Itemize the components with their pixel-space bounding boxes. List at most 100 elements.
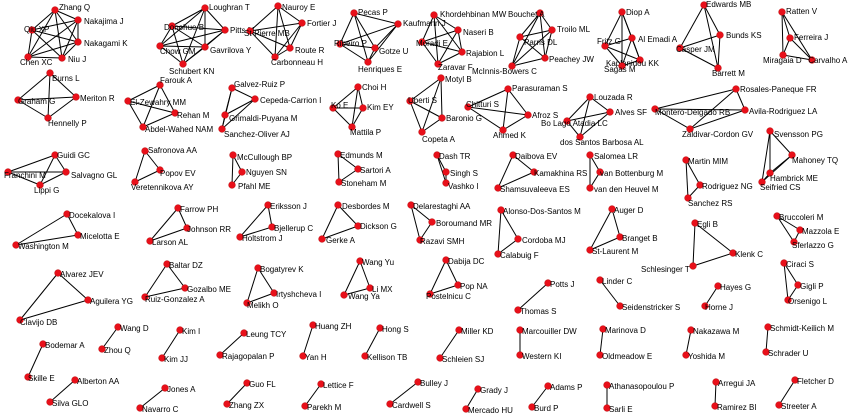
node-huangzh: Huang ZH (309, 321, 352, 331)
node-carvalhoa: Carvalho A (808, 56, 848, 65)
node-hambrickme: Hambrick ME (766, 169, 818, 183)
node-parekhm: Parekh M (301, 402, 342, 412)
node-marker (442, 168, 450, 176)
node-label: Sartori A (360, 166, 391, 175)
node-label: Cepeda-Carrion I (260, 96, 321, 105)
edge-ciracis-orsenigol (783, 262, 789, 301)
node-clavijodb: Clavijo DB (16, 316, 57, 327)
edge-diopa-frizg (604, 11, 623, 47)
node-label: Barrett M (712, 69, 745, 78)
node-marker (354, 222, 362, 230)
node-marker (246, 27, 254, 35)
node-kimjj: Kim JJ (158, 354, 188, 364)
node-label: Pop NA (460, 282, 488, 291)
node-label: Rehan M (177, 111, 210, 120)
edge-rosalespanequefr-zaldivarcordongv (689, 88, 737, 130)
node-pottsj: Potts J (544, 279, 574, 289)
node-marker (418, 38, 426, 46)
node-bruccolerim: Bruccoleri M (773, 212, 824, 222)
edge-edmundsm-sartoria (337, 153, 359, 170)
edge-pecasp-kaufmannj (353, 12, 399, 25)
node-pittsm: Pitts M (221, 26, 255, 35)
edge-svenssonpg-mahoneytq (769, 130, 793, 156)
node-label: Vashko I (448, 182, 479, 191)
edge-aguilerayg-clavijodb (19, 299, 89, 321)
node-miragaiad: Miragaia D (763, 51, 802, 65)
node-albertonaa: Alberton AA (71, 376, 120, 386)
edge-gavrilovay-schubertkn (182, 46, 206, 65)
node-marker (183, 224, 191, 232)
node-marker (618, 8, 626, 16)
node-yanh: Yan H (299, 352, 327, 362)
node-marker (758, 178, 766, 186)
node-marker (156, 81, 164, 89)
node-seifriedcs: Seifried CS (758, 178, 800, 192)
node-marker (201, 43, 209, 51)
node-parrisdl: Parris DL (516, 33, 558, 47)
node-ramirezbi: Ramirez BI (711, 402, 757, 412)
node-label: Jones A (167, 385, 196, 394)
node-marker (146, 237, 154, 245)
node-kaufmannj: Kaufmann J (394, 19, 446, 28)
node-label: Johnson RR (187, 225, 231, 234)
node-label: Choi H (362, 83, 387, 92)
edge-stpierremb-carbonneauh (249, 30, 276, 58)
edge-nakagamik-chenxc (27, 41, 79, 58)
node-label: Burd P (534, 404, 558, 413)
node-marker (317, 380, 325, 388)
node-marker (28, 26, 36, 34)
node-label: Peachey JW (549, 55, 594, 64)
node-marker (544, 279, 552, 287)
edge-edwardsmb-casperjm (679, 4, 705, 49)
node-label: Seifried CS (760, 183, 800, 192)
node-frizg: Fritz G (597, 37, 621, 50)
node-eglib: Egli B (691, 219, 718, 229)
node-bjelleruppc: Bjellerup C (268, 223, 313, 233)
node-label: Nauroy E (282, 3, 315, 12)
node-cardwells: Cardwell S (386, 400, 431, 410)
node-marker (376, 324, 384, 332)
node-motylb: Motyl B (437, 74, 472, 84)
node-marker (350, 9, 358, 17)
node-zhouq: Zhou Q (98, 345, 131, 355)
node-marker (174, 204, 182, 212)
node-label: Lettice F (323, 381, 354, 390)
node-mattilap: Mattila P (348, 123, 381, 137)
edge-cordobamj-calabuigf (497, 238, 519, 255)
node-marker (394, 20, 402, 28)
node-marker (682, 351, 690, 359)
node-marker (504, 85, 512, 93)
node-burdp: Burd P (528, 403, 558, 413)
node-label: Arregui JA (718, 379, 756, 388)
edge-zhangq-nakajimaj (54, 9, 79, 21)
node-choih: Choi H (354, 83, 387, 92)
node-label: Rosales-Paneque FR (740, 85, 817, 94)
node-marker (766, 127, 774, 135)
node-label: Alves SF (615, 108, 647, 117)
node-marker (741, 106, 749, 114)
edge-jonesa-navarroc (139, 387, 166, 409)
node-marker (779, 51, 787, 59)
node-marker (74, 38, 82, 46)
edge-hayesg-hornej (704, 285, 719, 307)
node-label: Yoshida M (688, 352, 725, 361)
node-marker (62, 168, 70, 176)
node-gotzeu: Gotze U (371, 44, 409, 56)
node-marker (243, 299, 251, 307)
edge-burnsl-meritonr (49, 72, 77, 98)
node-label: Gerke A (326, 236, 356, 245)
node-marker (618, 62, 626, 70)
node-label: Li MX (372, 285, 393, 294)
node-label: Chow GM (160, 47, 196, 56)
node-label: Nakazawa M (693, 327, 740, 336)
node-barrettm: Barrett M (712, 64, 745, 78)
edge-ribeirop-henriquese (339, 43, 369, 63)
edge-galvezruizp-cepedacarrioni (231, 87, 256, 100)
edge-parasuramans-chitturis (467, 88, 509, 108)
node-marker (464, 103, 472, 111)
edge-guidigc-franchinim (7, 154, 56, 173)
node-marker (243, 379, 251, 387)
edge-erikssonj-bjelleruppc (267, 204, 273, 228)
edge-dicksong-gerkea (321, 225, 359, 240)
edge-adamsp-burdp (531, 385, 549, 408)
